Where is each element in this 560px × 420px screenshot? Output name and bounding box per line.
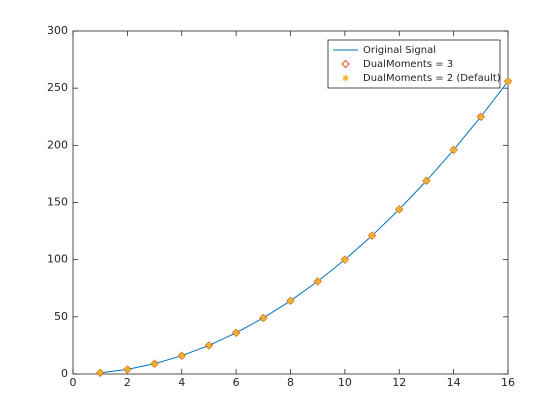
marker-asterisk [395, 205, 403, 213]
marker-asterisk [341, 256, 349, 264]
legend-label: DualMoments = 2 (Default) [363, 73, 501, 84]
marker-asterisk [368, 232, 376, 240]
marker-diamond [503, 77, 513, 86]
y-tick-label: 150 [47, 196, 68, 209]
marker-diamond [367, 231, 377, 240]
marker-diamond [95, 368, 105, 378]
x-tick-label: 16 [501, 376, 515, 389]
legend: Original Signal DualMoments = 3 DualMoment… [327, 39, 501, 89]
legend-label: Original Signal [363, 45, 436, 56]
y-tick-label: 300 [47, 24, 68, 37]
marker-diamond [341, 59, 350, 69]
marker-asterisk [314, 277, 322, 285]
x-tick-label: 6 [233, 376, 240, 389]
x-tick-label: 0 [70, 376, 77, 389]
marker-asterisk [450, 146, 458, 154]
series-line [100, 81, 509, 374]
marker-diamond [340, 255, 350, 264]
marker-asterisk [96, 369, 104, 377]
marker-asterisk [205, 341, 213, 349]
x-tick-label: 14 [447, 376, 461, 389]
marker-asterisk [287, 297, 294, 305]
marker-asterisk [477, 113, 485, 121]
marker-diamond [422, 176, 431, 185]
x-tick-label: 4 [178, 376, 185, 389]
marker-asterisk [123, 365, 131, 373]
marker-asterisk [504, 77, 512, 85]
marker-diamond [123, 365, 132, 374]
y-tick-label: 0 [61, 367, 68, 380]
x-tick-label: 12 [392, 376, 406, 389]
marker-diamond [259, 313, 268, 323]
x-tick-label: 2 [124, 376, 131, 389]
marker-asterisk [151, 360, 159, 368]
marker-asterisk [422, 177, 430, 185]
marker-diamond [204, 341, 214, 350]
marker-asterisk [178, 352, 186, 360]
x-tick-label: 8 [287, 376, 294, 389]
y-tick-label: 200 [47, 138, 68, 151]
marker-diamond [449, 145, 458, 155]
marker-diamond [286, 296, 295, 306]
legend-label: DualMoments = 3 [363, 59, 453, 70]
x-tick-label: 10 [338, 376, 352, 389]
y-tick-label: 250 [47, 81, 68, 94]
legend-box [327, 39, 501, 89]
y-tick-label: 100 [47, 253, 68, 266]
marker-asterisk [259, 314, 267, 322]
marker-asterisk [232, 329, 240, 337]
y-tick-label: 50 [54, 310, 68, 323]
marker-asterisk [342, 74, 349, 82]
marker-diamond [177, 351, 186, 360]
